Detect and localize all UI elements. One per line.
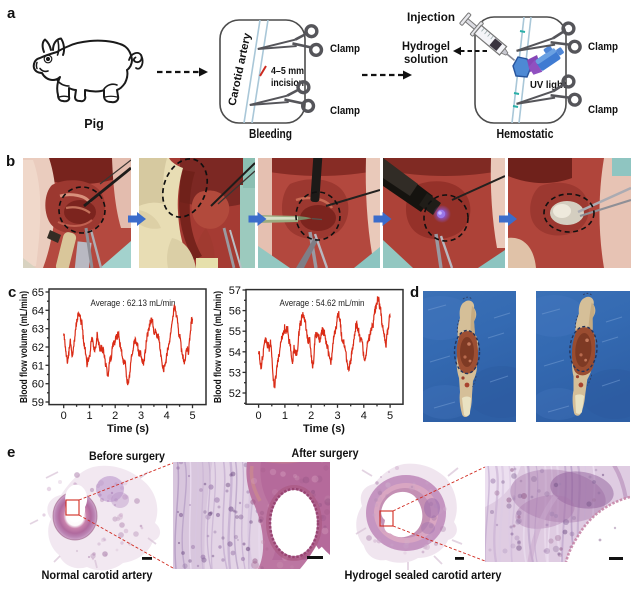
svg-text:d: d xyxy=(410,284,419,301)
svg-text:63: 63 xyxy=(32,324,44,336)
svg-text:solution: solution xyxy=(404,54,448,66)
svg-text:incision: incision xyxy=(271,78,304,89)
svg-text:e: e xyxy=(7,444,15,461)
svg-text:Hemostatic: Hemostatic xyxy=(497,127,554,141)
svg-text:b: b xyxy=(6,153,15,170)
svg-text:Bleeding: Bleeding xyxy=(249,127,292,141)
svg-text:Clamp: Clamp xyxy=(330,43,360,55)
svg-text:3: 3 xyxy=(334,410,340,422)
svg-text:3: 3 xyxy=(138,410,144,422)
svg-text:Normal carotid artery: Normal carotid artery xyxy=(42,570,154,582)
svg-text:2: 2 xyxy=(308,410,314,422)
svg-text:Pig: Pig xyxy=(84,117,103,131)
svg-text:64: 64 xyxy=(32,305,44,317)
svg-text:c: c xyxy=(8,284,16,301)
svg-text:Before surgery: Before surgery xyxy=(89,451,166,463)
svg-text:4: 4 xyxy=(164,410,170,422)
svg-text:65: 65 xyxy=(32,287,44,299)
svg-text:54: 54 xyxy=(229,347,241,359)
svg-text:Hydrogel: Hydrogel xyxy=(402,41,450,53)
svg-text:5: 5 xyxy=(387,410,393,422)
svg-text:61: 61 xyxy=(32,360,44,372)
svg-text:57: 57 xyxy=(229,285,241,297)
svg-text:59: 59 xyxy=(32,397,44,409)
svg-text:Hydrogel sealed carotid arte: Hydrogel sealed carotid artery xyxy=(345,570,503,582)
svg-text:Injection: Injection xyxy=(407,12,455,24)
svg-text:56: 56 xyxy=(229,306,241,318)
svg-text:1: 1 xyxy=(282,410,288,422)
svg-text:a: a xyxy=(7,5,16,22)
svg-text:Clamp: Clamp xyxy=(588,41,618,53)
svg-text:1: 1 xyxy=(86,410,92,422)
svg-text:Average : 62.13 mL/min: Average : 62.13 mL/min xyxy=(91,298,176,309)
svg-text:55: 55 xyxy=(229,326,241,338)
svg-text:0: 0 xyxy=(61,410,67,422)
svg-text:62: 62 xyxy=(32,342,44,354)
svg-text:4: 4 xyxy=(361,410,367,422)
svg-text:Time (s): Time (s) xyxy=(303,423,345,435)
svg-text:Average : 54.62 mL/min: Average : 54.62 mL/min xyxy=(280,298,365,309)
svg-text:Clamp: Clamp xyxy=(330,105,360,117)
svg-text:5: 5 xyxy=(189,410,195,422)
svg-text:52: 52 xyxy=(229,388,241,400)
svg-text:Time (s): Time (s) xyxy=(107,423,149,435)
svg-text:Blood flow volume (mL/min): Blood flow volume (mL/min) xyxy=(213,291,224,403)
svg-text:After surgery: After surgery xyxy=(292,448,360,460)
svg-text:60: 60 xyxy=(32,379,44,391)
svg-text:Blood flow volume (mL/min): Blood flow volume (mL/min) xyxy=(19,291,30,403)
svg-text:0: 0 xyxy=(256,410,262,422)
svg-text:53: 53 xyxy=(229,367,241,379)
svg-text:4–5 mm: 4–5 mm xyxy=(271,66,304,77)
svg-text:Clamp: Clamp xyxy=(588,104,618,116)
svg-text:2: 2 xyxy=(112,410,118,422)
